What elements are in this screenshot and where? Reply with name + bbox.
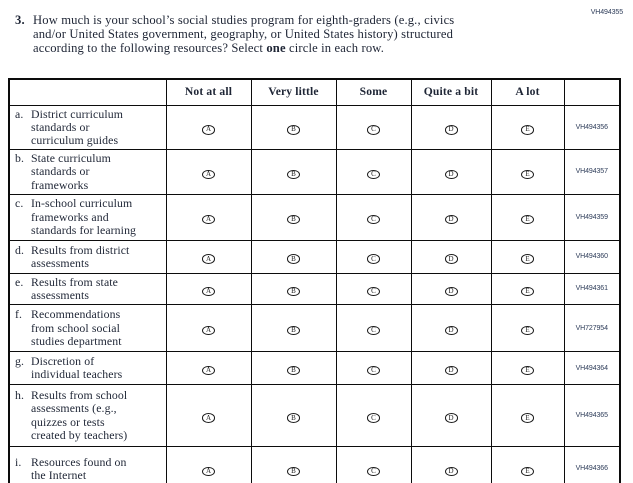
bubble-quite-a-bit[interactable]: D	[444, 286, 458, 297]
row-label: Discretion of individual teachers	[31, 353, 123, 382]
row-code: VH494364	[563, 351, 621, 386]
bubble-quite-a-bit[interactable]: D	[444, 413, 458, 423]
table-row: e. Results from state assessments A B C D…	[8, 272, 621, 306]
bubble-very-little[interactable]: B	[287, 325, 300, 336]
row-letter: b.	[15, 151, 25, 166]
row-label: In-school curriculum frameworks and stan…	[31, 196, 137, 237]
row-label: Results from state assessments	[31, 274, 118, 302]
table-row: d. Results from district assessments A B …	[8, 239, 621, 274]
row-code: VH494365	[563, 384, 621, 448]
bubble-quite-a-bit[interactable]: D	[444, 254, 458, 264]
bubble-a-lot[interactable]: E	[521, 214, 534, 225]
column-header-a-lot: A lot	[490, 78, 565, 106]
bubble-quite-a-bit[interactable]: D	[444, 325, 458, 336]
bubble-not-at-all[interactable]: A	[202, 365, 215, 376]
bubble-a-lot[interactable]: E	[521, 413, 534, 423]
form-code: VH494355	[590, 9, 623, 16]
bubble-quite-a-bit[interactable]: D	[444, 466, 458, 477]
column-header-not-at-all: Not at all	[165, 78, 252, 106]
table-row: b. State curriculum standards or framewor…	[8, 149, 621, 195]
bubble-not-at-all[interactable]: A	[202, 325, 215, 336]
bubble-very-little[interactable]: B	[287, 125, 300, 135]
column-header-some: Some	[335, 78, 412, 106]
bubble-not-at-all[interactable]: A	[202, 413, 215, 423]
column-header-code	[563, 78, 621, 106]
header-row: Not at all Very little Some Quite a bit …	[8, 78, 621, 106]
bubble-a-lot[interactable]: E	[521, 125, 534, 135]
bubble-not-at-all[interactable]: A	[202, 466, 215, 477]
question-line-1: How much is your school’s social studies…	[33, 13, 455, 27]
bubble-a-lot[interactable]: E	[521, 365, 534, 376]
resources-table: Not at all Very little Some Quite a bit …	[8, 78, 621, 483]
row-letter: f.	[15, 307, 23, 322]
bubble-not-at-all[interactable]: A	[202, 286, 215, 297]
bubble-some[interactable]: C	[367, 466, 380, 477]
row-letter: c.	[15, 196, 24, 211]
bubble-some[interactable]: C	[367, 413, 380, 423]
bubble-very-little[interactable]: B	[287, 413, 300, 423]
bubble-a-lot[interactable]: E	[521, 466, 534, 477]
row-code: VH494356	[563, 104, 621, 151]
question-number: 3.	[15, 13, 25, 27]
row-letter: a.	[15, 106, 24, 121]
row-code: VH494360	[563, 239, 621, 274]
column-header-very-little: Very little	[250, 78, 337, 106]
bubble-a-lot[interactable]: E	[521, 254, 534, 264]
row-code: VH494357	[563, 149, 621, 195]
bubble-some[interactable]: C	[367, 365, 380, 376]
row-label: District curriculum standards or curricu…	[31, 106, 123, 147]
row-letter: d.	[15, 242, 25, 257]
row-letter: h.	[15, 388, 25, 403]
table-row: c. In-school curriculum frameworks and st…	[8, 193, 621, 241]
row-letter: g.	[15, 353, 25, 368]
table-row: g. Discretion of individual teachers A B …	[8, 351, 621, 386]
question-line-3: according to the following resources? Se…	[33, 41, 385, 55]
bubble-not-at-all[interactable]: A	[202, 125, 215, 135]
row-letter: i.	[15, 454, 22, 469]
row-code: VH494366	[563, 446, 621, 483]
bubble-very-little[interactable]: B	[287, 169, 300, 180]
column-header-quite-a-bit: Quite a bit	[410, 78, 492, 106]
bubble-some[interactable]: C	[367, 286, 380, 297]
bubble-very-little[interactable]: B	[287, 214, 300, 225]
column-header-empty	[8, 78, 167, 106]
bubble-some[interactable]: C	[367, 125, 380, 135]
table-row: h. Results from school assessments (e.g.,…	[8, 384, 621, 448]
bubble-some[interactable]: C	[367, 325, 380, 336]
bubble-very-little[interactable]: B	[287, 466, 300, 477]
table-row: f. Recommendations from school social stu…	[8, 304, 621, 353]
bubble-not-at-all[interactable]: A	[202, 169, 215, 180]
row-label: Recommendations from school social studi…	[31, 307, 122, 348]
bubble-not-at-all[interactable]: A	[202, 254, 215, 264]
bubble-very-little[interactable]: B	[287, 286, 300, 297]
bubble-a-lot[interactable]: E	[521, 286, 534, 297]
bubble-a-lot[interactable]: E	[521, 169, 534, 180]
bubble-very-little[interactable]: B	[287, 254, 300, 264]
row-label: Resources found on the Internet	[31, 454, 127, 482]
bubble-quite-a-bit[interactable]: D	[444, 125, 458, 135]
bubble-quite-a-bit[interactable]: D	[444, 214, 458, 225]
bubble-some[interactable]: C	[367, 169, 380, 180]
row-code: VH494359	[563, 193, 621, 241]
question-block: 3. How much is your school’s social stud…	[15, 13, 585, 55]
table-row: i. Resources found on the Internet A B C …	[8, 446, 621, 483]
bubble-some[interactable]: C	[367, 254, 380, 264]
table-row: a. District curriculum standards or curri…	[8, 104, 621, 151]
bubble-not-at-all[interactable]: A	[202, 214, 215, 225]
bubble-a-lot[interactable]: E	[521, 325, 534, 336]
bubble-some[interactable]: C	[367, 214, 380, 225]
row-letter: e.	[15, 274, 24, 289]
bubble-quite-a-bit[interactable]: D	[444, 169, 458, 180]
question-text: How much is your school’s social studies…	[33, 13, 454, 55]
row-code: VH727954	[563, 304, 621, 353]
row-label: Results from district assessments	[31, 242, 130, 270]
row-label: State curriculum standards or frameworks	[31, 151, 111, 192]
row-code: VH494361	[563, 272, 621, 306]
bubble-quite-a-bit[interactable]: D	[444, 365, 458, 376]
question-line-2: and/or United States government, geograp…	[33, 27, 454, 41]
row-label: Results from school assessments (e.g., q…	[31, 388, 128, 442]
bubble-very-little[interactable]: B	[287, 365, 300, 376]
